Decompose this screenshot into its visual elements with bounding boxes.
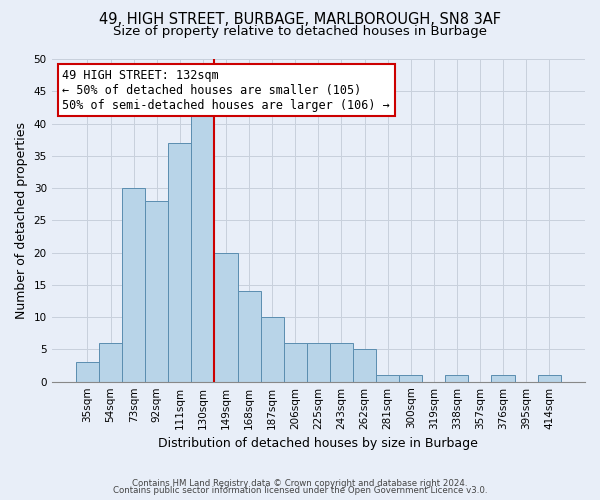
Bar	[260, 317, 284, 382]
Bar	[399, 375, 422, 382]
Bar	[445, 375, 469, 382]
Text: 49 HIGH STREET: 132sqm
← 50% of detached houses are smaller (105)
50% of semi-de: 49 HIGH STREET: 132sqm ← 50% of detached…	[62, 68, 390, 112]
Text: Size of property relative to detached houses in Burbage: Size of property relative to detached ho…	[113, 25, 487, 38]
Text: 49, HIGH STREET, BURBAGE, MARLBOROUGH, SN8 3AF: 49, HIGH STREET, BURBAGE, MARLBOROUGH, S…	[99, 12, 501, 28]
Bar	[122, 188, 145, 382]
Bar	[168, 143, 191, 382]
Text: Contains public sector information licensed under the Open Government Licence v3: Contains public sector information licen…	[113, 486, 487, 495]
Bar	[376, 375, 399, 382]
Y-axis label: Number of detached properties: Number of detached properties	[15, 122, 28, 319]
Bar	[145, 201, 168, 382]
Bar	[191, 104, 214, 382]
Bar	[538, 375, 561, 382]
X-axis label: Distribution of detached houses by size in Burbage: Distribution of detached houses by size …	[158, 437, 478, 450]
Text: Contains HM Land Registry data © Crown copyright and database right 2024.: Contains HM Land Registry data © Crown c…	[132, 478, 468, 488]
Bar	[99, 343, 122, 382]
Bar	[284, 343, 307, 382]
Bar	[76, 362, 99, 382]
Bar	[491, 375, 515, 382]
Bar	[238, 292, 260, 382]
Bar	[330, 343, 353, 382]
Bar	[307, 343, 330, 382]
Bar	[214, 252, 238, 382]
Bar	[353, 350, 376, 382]
